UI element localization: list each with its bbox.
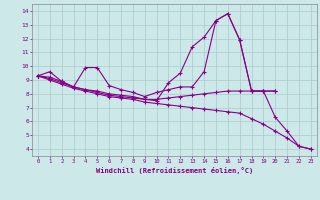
X-axis label: Windchill (Refroidissement éolien,°C): Windchill (Refroidissement éolien,°C)	[96, 167, 253, 174]
